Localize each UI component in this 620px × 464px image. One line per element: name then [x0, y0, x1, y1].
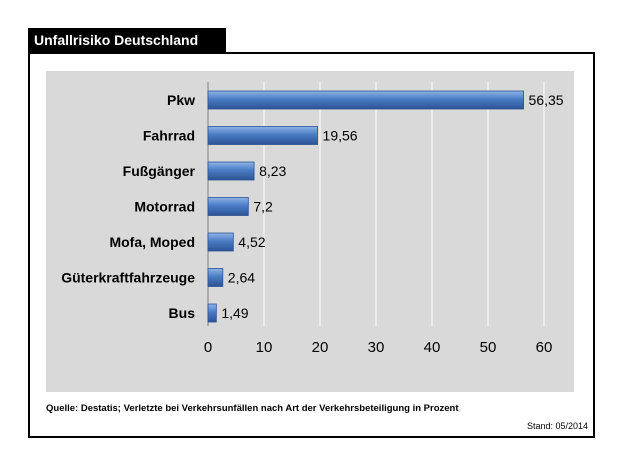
data-label: 8,23	[259, 163, 286, 179]
plot-background	[46, 71, 574, 392]
bar	[207, 161, 255, 181]
category-label: Bus	[169, 305, 196, 321]
data-label: 4,52	[238, 234, 265, 250]
data-label: 19,56	[323, 128, 358, 144]
data-label: 7,2	[253, 199, 273, 215]
x-tick-label: 60	[536, 339, 553, 356]
x-tick-label: 40	[424, 339, 441, 356]
stand-date: Stand: 05/2014	[526, 421, 588, 431]
source-note: Quelle: Destatis; Verletzte bei Verkehrs…	[46, 403, 459, 414]
category-label: Fußgänger	[123, 163, 196, 179]
data-label: 56,35	[529, 92, 564, 108]
category-label: Güterkraftfahrzeuge	[61, 270, 195, 286]
x-tick-label: 20	[312, 339, 329, 356]
category-label: Fahrrad	[143, 128, 195, 144]
bar	[207, 303, 217, 323]
bar	[207, 126, 318, 145]
category-label: Motorrad	[134, 199, 195, 215]
x-tick-label: 50	[480, 339, 497, 356]
x-tick-label: 0	[204, 339, 212, 356]
bar	[207, 90, 524, 110]
category-label: Pkw	[167, 92, 195, 108]
bar	[207, 197, 249, 216]
x-tick-label: 30	[368, 339, 385, 356]
bar	[207, 268, 224, 287]
category-label: Mofa, Moped	[109, 234, 195, 250]
data-label: 1,49	[221, 305, 248, 321]
bar	[207, 232, 234, 252]
x-tick-label: 10	[256, 339, 273, 356]
data-label: 2,64	[228, 270, 255, 286]
